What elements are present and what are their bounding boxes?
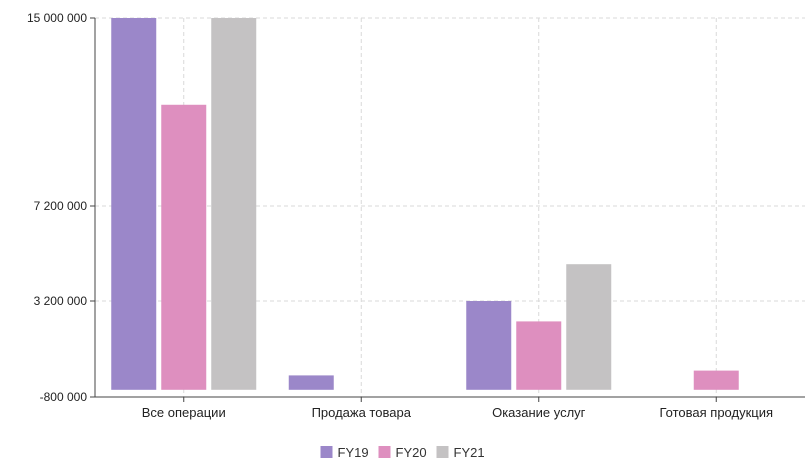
axis-layer: 15 000 000 7 200 000 3 200 000 -800 000 Все …: [27, 11, 805, 420]
legend-label: FY19: [338, 445, 369, 460]
bar-fy19-1[interactable]: [288, 375, 334, 390]
y-tick-label: 3 200 000: [34, 294, 88, 308]
x-tick-label: Готовая продукция: [659, 405, 773, 420]
legend-item-fy20[interactable]: FY20: [378, 445, 427, 460]
legend-label: FY21: [454, 445, 485, 460]
x-tick-label: Продажа товара: [312, 405, 412, 420]
legend-item-fy19[interactable]: FY19: [320, 445, 369, 460]
bar-fy19-0[interactable]: [111, 18, 157, 390]
legend-item-fy21[interactable]: FY21: [436, 445, 485, 460]
y-tick-label: -800 000: [40, 390, 88, 404]
y-tick-label: 15 000 000: [27, 11, 87, 25]
bars-layer: [111, 18, 739, 390]
bar-fy20-2[interactable]: [516, 321, 562, 390]
y-tick-label: 7 200 000: [34, 199, 88, 213]
bar-fy21-2[interactable]: [566, 264, 612, 390]
legend[interactable]: FY19 FY20 FY21: [320, 445, 485, 460]
legend-label: FY20: [396, 445, 427, 460]
x-tick-label: Оказание услуг: [492, 405, 586, 420]
legend-swatch: [436, 446, 449, 458]
bar-fy21-0[interactable]: [211, 18, 257, 390]
bar-fy20-3[interactable]: [693, 370, 739, 390]
bar-fy20-0[interactable]: [161, 104, 207, 390]
x-tick-label: Все операции: [142, 405, 226, 420]
legend-swatch: [378, 446, 391, 458]
legend-swatch: [320, 446, 333, 458]
bar-fy19-2[interactable]: [466, 301, 512, 390]
